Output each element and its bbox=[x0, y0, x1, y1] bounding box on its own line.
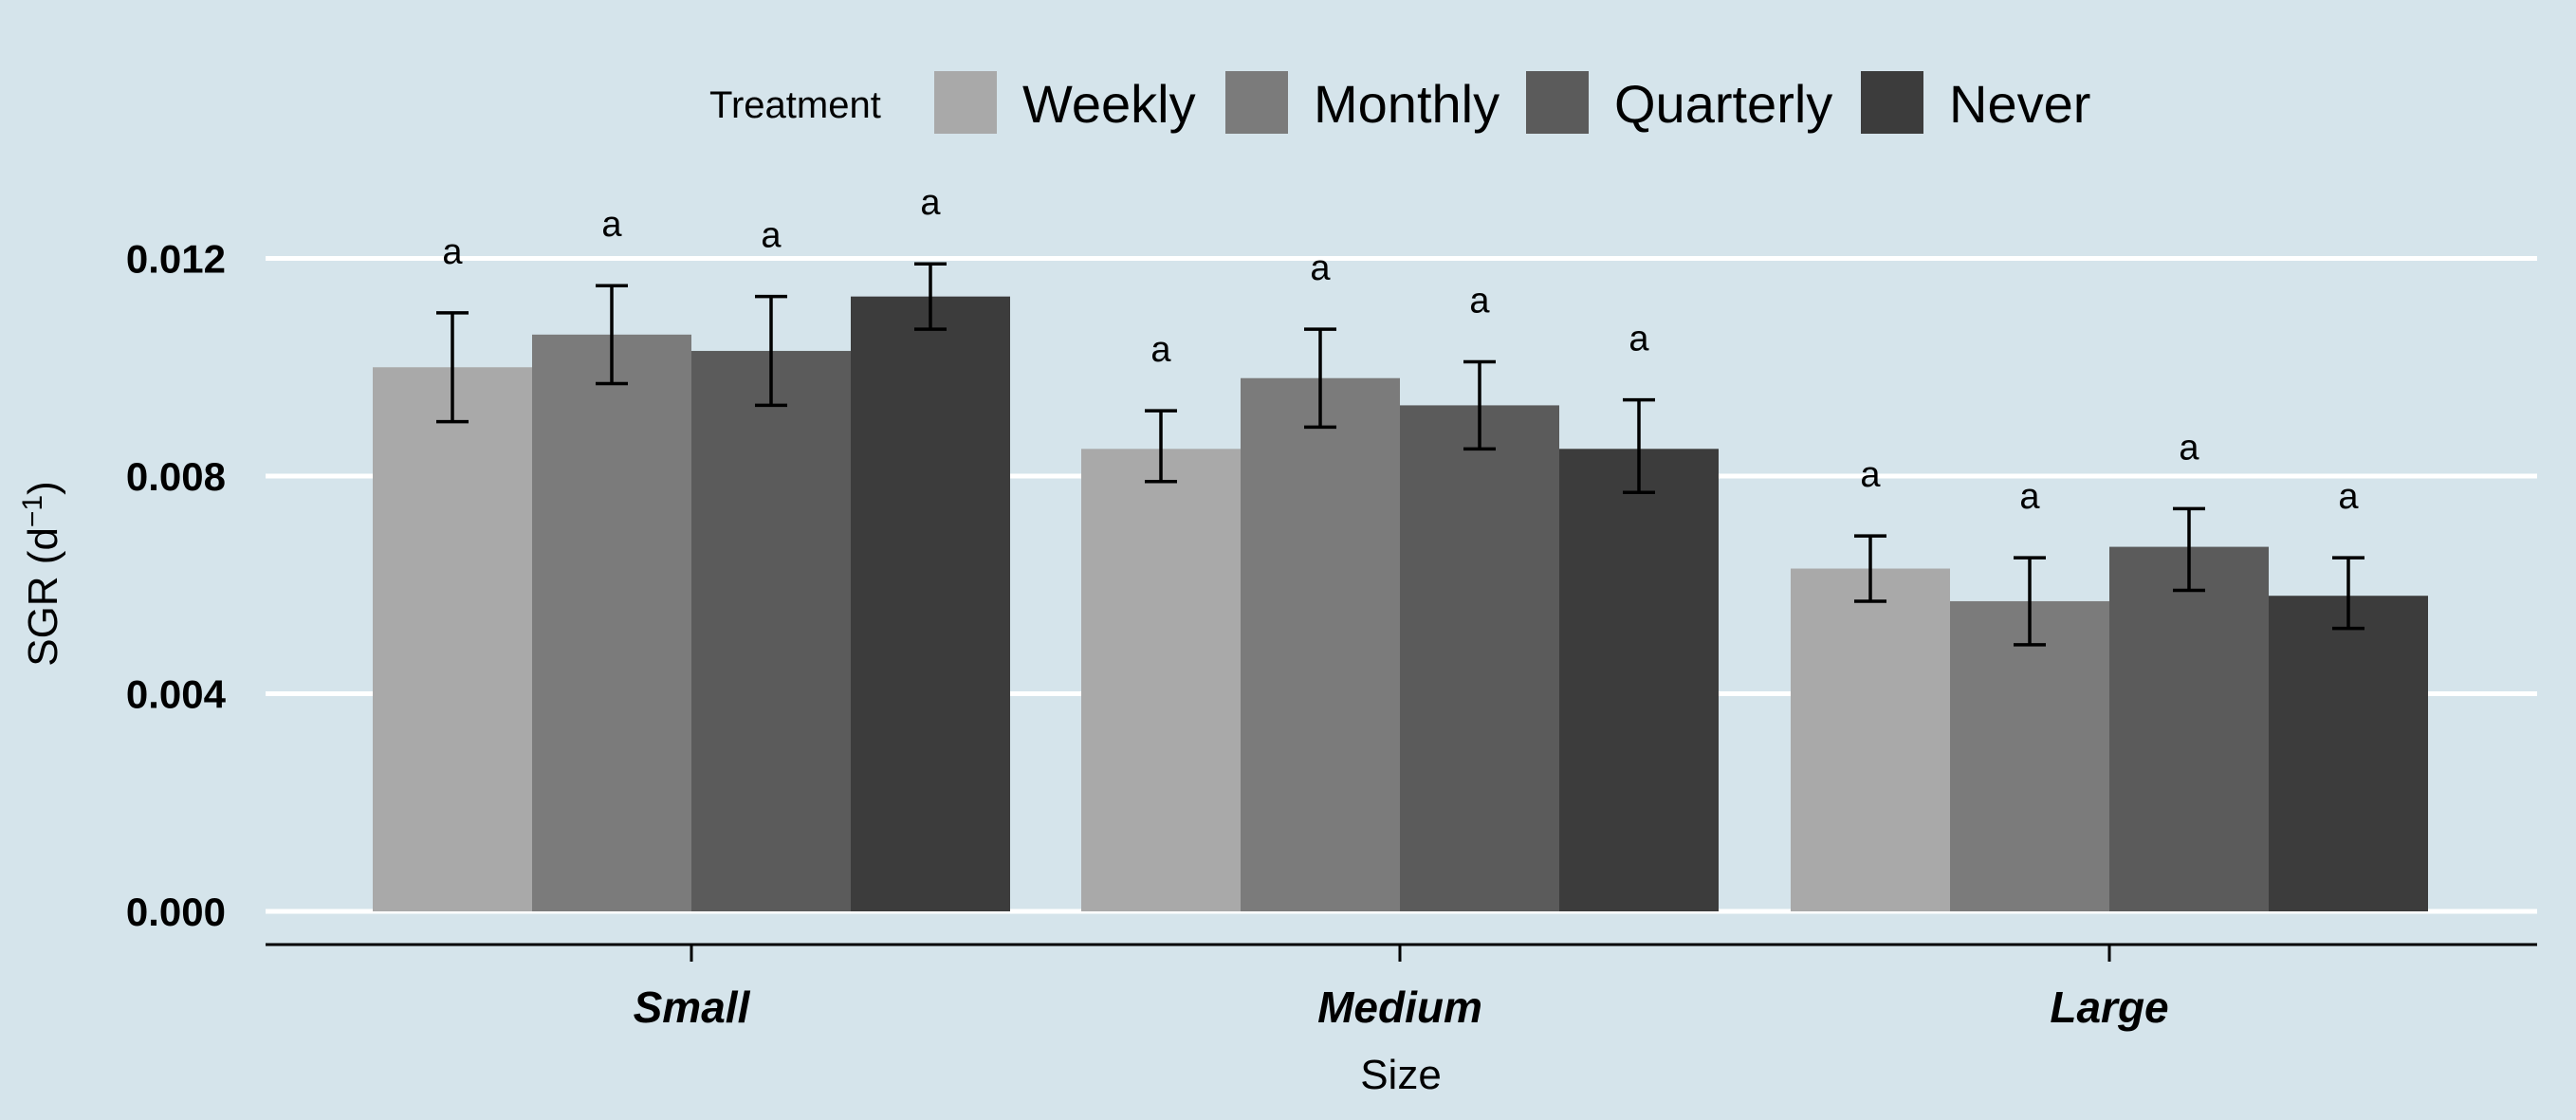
legend-key-weekly bbox=[934, 71, 997, 134]
x-axis: Small Medium Large bbox=[266, 943, 2537, 1032]
bars bbox=[373, 296, 2428, 912]
significance-label: a bbox=[2338, 477, 2359, 517]
bar-monthly-small bbox=[532, 334, 691, 911]
significance-label: a bbox=[1860, 455, 1881, 495]
legend-label-weekly: Weekly bbox=[1022, 74, 1196, 134]
error-bar bbox=[1145, 409, 1177, 484]
legend-label-never: Never bbox=[1949, 74, 2090, 134]
error-bar bbox=[2173, 506, 2205, 593]
error-bar bbox=[436, 311, 469, 424]
error-bar bbox=[755, 294, 787, 408]
y-tick-label: 0.012 bbox=[126, 237, 226, 282]
error-bar bbox=[1463, 359, 1496, 451]
legend-label-quarterly: Quarterly bbox=[1614, 74, 1832, 134]
significance-label: a bbox=[920, 183, 941, 223]
significance-labels: a a a a a a a a a a a a bbox=[442, 183, 2359, 517]
bar-quarterly-small bbox=[691, 351, 851, 912]
error-bar bbox=[2332, 556, 2364, 631]
significance-label: a bbox=[442, 232, 463, 272]
significance-label: a bbox=[1628, 320, 1649, 359]
y-axis-title: SGR (d−1) bbox=[17, 481, 66, 667]
y-axis-title-close: ) bbox=[20, 481, 66, 495]
y-tick-label: 0.008 bbox=[126, 454, 226, 499]
x-tick-label-small: Small bbox=[634, 982, 751, 1032]
significance-label: a bbox=[761, 216, 782, 256]
error-bar bbox=[914, 262, 947, 331]
bar-never-medium bbox=[1559, 449, 1719, 911]
bar-monthly-large bbox=[1950, 600, 2109, 911]
significance-label: a bbox=[2179, 428, 2199, 468]
error-bar bbox=[1854, 534, 1886, 603]
significance-label: a bbox=[1469, 282, 1490, 321]
bar-weekly-large bbox=[1791, 568, 1950, 911]
y-tick-label: 0.000 bbox=[126, 890, 226, 934]
legend-key-monthly bbox=[1225, 71, 1288, 134]
bar-never-large bbox=[2269, 596, 2428, 911]
significance-label: a bbox=[1310, 248, 1331, 288]
legend-key-quarterly bbox=[1526, 71, 1589, 134]
y-axis-title-main: SGR (d bbox=[20, 527, 66, 667]
legend-label-monthly: Monthly bbox=[1314, 74, 1500, 134]
bar-quarterly-medium bbox=[1400, 405, 1559, 912]
error-bars bbox=[436, 262, 2364, 647]
legend-title: Treatment bbox=[709, 84, 881, 126]
bar-weekly-medium bbox=[1081, 449, 1241, 911]
x-axis-title: Size bbox=[1360, 1052, 1442, 1098]
significance-label: a bbox=[1150, 330, 1171, 370]
legend: Weekly Monthly Quarterly Never bbox=[934, 71, 2090, 134]
bar-quarterly-large bbox=[2109, 546, 2269, 911]
x-tick-label-large: Large bbox=[2050, 982, 2168, 1032]
y-tick-label: 0.004 bbox=[126, 672, 227, 717]
legend-key-never bbox=[1861, 71, 1923, 134]
bar-weekly-small bbox=[373, 367, 532, 911]
y-axis-title-superscript: −1 bbox=[17, 495, 48, 527]
significance-label: a bbox=[2019, 477, 2040, 517]
error-bar bbox=[1623, 397, 1655, 494]
x-tick-label-medium: Medium bbox=[1317, 982, 1482, 1032]
bar-monthly-medium bbox=[1241, 377, 1400, 912]
y-tick-labels: 0.000 0.004 0.008 0.012 bbox=[126, 237, 227, 935]
error-bar bbox=[596, 284, 628, 386]
bar-never-small bbox=[851, 296, 1010, 912]
significance-label: a bbox=[601, 205, 622, 245]
error-bar bbox=[1304, 327, 1336, 430]
error-bar bbox=[2014, 556, 2046, 647]
